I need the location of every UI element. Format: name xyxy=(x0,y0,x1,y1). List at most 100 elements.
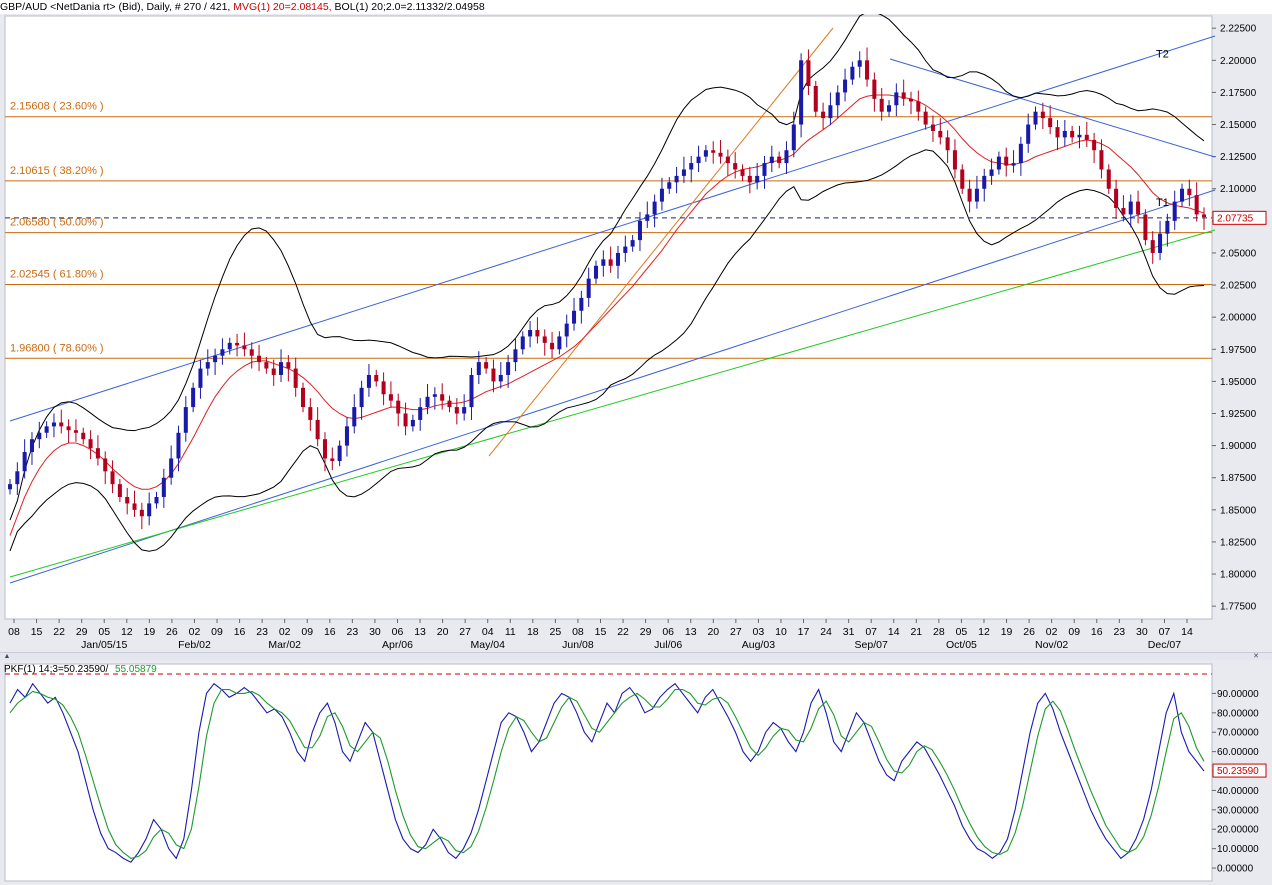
candle xyxy=(1077,125,1082,149)
candle xyxy=(623,235,628,262)
candle xyxy=(22,439,27,479)
candle xyxy=(308,398,313,431)
oscillator-chart[interactable]: PKF(1) 14;3=50.23590/ 55.05879 90.00000 8… xyxy=(0,660,1272,885)
candle xyxy=(293,357,298,397)
candle xyxy=(857,51,862,78)
candle xyxy=(396,393,401,427)
bollinger-bands xyxy=(9,14,1205,552)
candle xyxy=(271,359,276,386)
candle xyxy=(711,141,716,164)
candle xyxy=(59,409,64,434)
price-x-day-label: 05 xyxy=(98,626,110,638)
candle xyxy=(777,151,782,169)
candle xyxy=(447,395,452,413)
price-x-day-label: 22 xyxy=(53,626,65,638)
candle xyxy=(176,425,181,472)
candle xyxy=(117,479,122,503)
candle xyxy=(286,355,291,382)
price-x-day-label: 06 xyxy=(392,626,404,638)
candle xyxy=(359,380,364,420)
candle xyxy=(879,87,884,121)
price-y-label: 2.12500 xyxy=(1220,152,1257,163)
osc-last-value: 50.23590 xyxy=(1217,766,1259,777)
annotation-t1: T1 xyxy=(1156,197,1169,209)
candle xyxy=(1172,190,1177,230)
annotation-t2: T2 xyxy=(1156,49,1169,61)
candle xyxy=(191,382,196,413)
close-panel-icon[interactable]: ✕ xyxy=(1253,653,1259,660)
price-x-day-label: 13 xyxy=(414,626,426,638)
candle xyxy=(901,79,906,106)
candle xyxy=(154,491,159,509)
price-x-day-label: 17 xyxy=(798,626,810,638)
candle xyxy=(733,152,738,179)
price-x-day-label: 28 xyxy=(933,626,945,638)
price-x-day-label: 15 xyxy=(31,626,43,638)
candle xyxy=(410,414,415,432)
candle xyxy=(1070,125,1075,143)
price-x-day-label: 23 xyxy=(347,626,359,638)
candle xyxy=(1018,136,1023,176)
channel-upper-line xyxy=(9,35,1216,422)
collapse-icon[interactable]: ▲ xyxy=(3,653,11,660)
fib-label: 2.15608 ( 23.60% ) xyxy=(10,101,104,113)
candle xyxy=(996,151,1001,175)
candle xyxy=(44,421,49,438)
fib-label: 2.06580 ( 50.00% ) xyxy=(10,217,104,229)
candle xyxy=(132,490,137,517)
price-x-day-label: 15 xyxy=(595,626,607,638)
price-y-label: 2.10000 xyxy=(1220,184,1257,195)
osc-y-label: 60.00000 xyxy=(1217,747,1259,758)
price-x-day-label: 16 xyxy=(234,626,246,638)
candle xyxy=(747,166,752,194)
candle xyxy=(894,83,899,117)
price-y-label: 1.90000 xyxy=(1220,441,1257,452)
price-x-day-label: 08 xyxy=(572,626,584,638)
candle xyxy=(15,462,20,496)
candle xyxy=(557,331,562,355)
bollinger-lower xyxy=(9,149,1205,552)
candle xyxy=(1187,179,1192,207)
price-x-day-label: 02 xyxy=(1046,626,1058,638)
price-x-day-label: 23 xyxy=(1113,626,1125,638)
price-chart[interactable]: 2.22500 2.20000 2.17500 2.15000 2.12500 2.100… xyxy=(0,14,1272,652)
candle xyxy=(498,362,503,389)
chart-header: GBP/AUD <NetDania rt> (Bid), Daily, # 27… xyxy=(0,0,1272,14)
candle xyxy=(689,155,694,183)
candle xyxy=(66,419,71,444)
price-x-month-label: Oct/05 xyxy=(946,639,977,651)
candle xyxy=(161,468,166,508)
candle xyxy=(821,102,826,130)
candle xyxy=(1121,195,1126,222)
price-x-month-label: Nov/02 xyxy=(1035,639,1068,651)
candle xyxy=(169,445,174,485)
candle xyxy=(249,342,254,369)
candle xyxy=(1033,106,1038,130)
price-x-day-label: 19 xyxy=(144,626,156,638)
candle xyxy=(681,156,686,183)
osc-last-tag: 50.23590 xyxy=(1212,763,1267,778)
candle xyxy=(227,337,232,355)
candle xyxy=(865,47,870,87)
candle xyxy=(257,344,262,372)
candle xyxy=(586,267,591,307)
candle xyxy=(1011,150,1016,173)
price-x-day-label: 29 xyxy=(76,626,88,638)
candle xyxy=(88,430,93,460)
candle xyxy=(315,407,320,447)
price-x-month-label: Feb/02 xyxy=(178,639,211,651)
candle xyxy=(952,139,957,179)
candle xyxy=(908,91,914,115)
price-x-day-label: 14 xyxy=(888,626,900,638)
candle xyxy=(462,394,467,421)
candle xyxy=(1004,147,1009,177)
fib-label: 1.96800 ( 78.60% ) xyxy=(10,342,104,354)
candle xyxy=(279,349,284,383)
osc-y-label: 10.00000 xyxy=(1217,844,1259,855)
candle xyxy=(374,369,379,387)
price-x-month-label: Aug/03 xyxy=(742,639,775,651)
steep-trend-line xyxy=(488,27,834,457)
candle xyxy=(535,317,540,344)
osc-k-line xyxy=(9,682,1205,863)
header-mvg: MVG(1) 20=2.08145, xyxy=(233,1,332,13)
